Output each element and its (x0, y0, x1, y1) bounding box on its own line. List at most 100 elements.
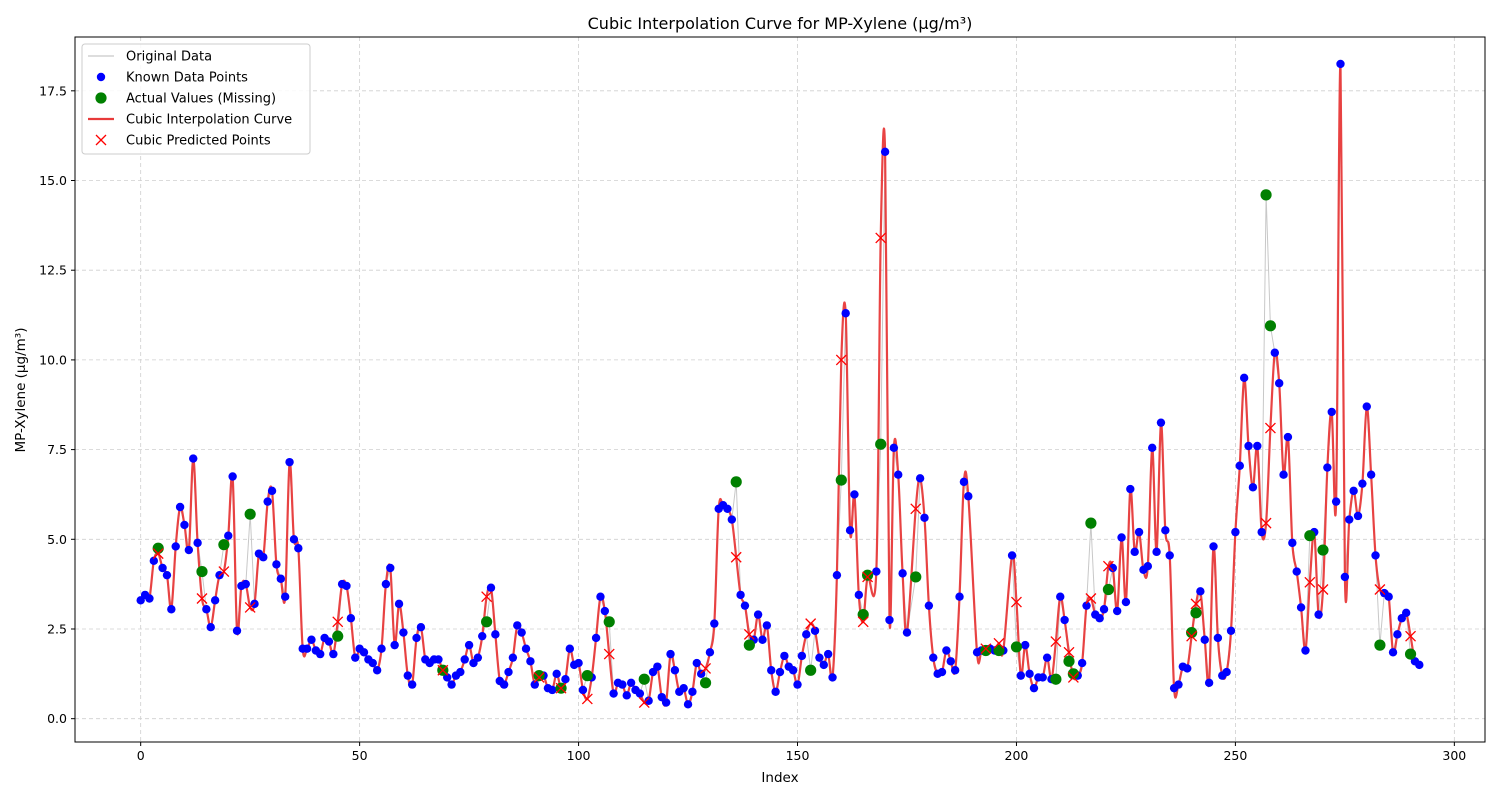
known-data-point (302, 644, 312, 653)
known-data-point (1016, 671, 1026, 680)
known-data-point (696, 669, 706, 679)
known-data-point (797, 651, 807, 661)
known-data-point (316, 649, 325, 659)
known-data-point (259, 553, 268, 562)
known-data-point (324, 637, 334, 646)
known-data-point (1148, 443, 1157, 453)
known-data-point (329, 649, 338, 659)
y-tick-label: 5.0 (47, 532, 67, 547)
known-data-point (775, 667, 785, 677)
known-data-point (202, 605, 211, 614)
actual-missing-point (743, 639, 755, 651)
known-data-point (272, 560, 281, 569)
actual-missing-point (332, 630, 344, 642)
known-data-point (372, 666, 382, 675)
known-data-point (407, 680, 417, 689)
known-data-point (294, 544, 303, 553)
cubic-predicted-point (1050, 636, 1062, 648)
cubic-predicted-point (152, 548, 164, 560)
known-data-point (456, 667, 465, 677)
known-data-point (508, 653, 518, 662)
known-data-point (688, 687, 697, 696)
known-data-point (1196, 587, 1205, 596)
known-data-point (241, 579, 250, 589)
x-tick-label: 300 (1442, 748, 1466, 763)
known-data-point (1099, 605, 1109, 614)
y-axis: 0.0 2.5 5.0 7.5 10.0 12.5 15.0 17.5 (39, 83, 75, 726)
known-data-point (1253, 441, 1262, 451)
actual-missing-point (980, 644, 992, 657)
known-data-point (942, 646, 951, 655)
known-data-point (232, 626, 242, 635)
x-tick-label: 100 (567, 748, 591, 763)
known-data-point (351, 653, 360, 662)
known-data-point (1388, 648, 1398, 657)
y-tick-label: 0.0 (47, 711, 67, 726)
known-data-point (600, 606, 610, 616)
known-data-point (342, 581, 351, 591)
known-data-point (885, 615, 894, 625)
actual-missing-point (730, 476, 742, 488)
known-data-point (902, 628, 912, 637)
actual-missing-point (1190, 607, 1202, 619)
known-data-point (1292, 567, 1301, 576)
actual-missing-point (1186, 626, 1198, 639)
known-data-point (1288, 538, 1297, 548)
known-data-point (390, 640, 399, 650)
known-data-point (1415, 660, 1424, 670)
cubic-predicted-point (1405, 630, 1417, 642)
known-data-point (1200, 635, 1209, 644)
known-data-point (753, 610, 763, 619)
known-data-point (171, 542, 180, 551)
known-data-point (1077, 658, 1087, 668)
known-data-point (758, 635, 767, 644)
actual-missing-point (910, 571, 922, 583)
legend-label: Cubic Interpolation Curve (126, 113, 292, 128)
cubic-predicted-point (805, 618, 817, 630)
actual-missing-point (699, 677, 712, 689)
known-data-point (692, 658, 702, 668)
cubic-predicted-point (875, 232, 887, 244)
known-data-point (880, 147, 890, 157)
known-data-point (723, 504, 732, 513)
known-data-point (710, 619, 719, 628)
legend-label: Known Data Points (126, 71, 248, 86)
plot-frame (74, 36, 1486, 743)
known-data-point (574, 658, 583, 668)
legend-box (81, 43, 311, 155)
known-data-point (683, 700, 693, 709)
known-data-point (705, 648, 715, 657)
y-tick-label: 7.5 (47, 442, 67, 457)
known-data-point (1301, 646, 1310, 655)
known-data-point (780, 651, 789, 661)
known-data-point (727, 515, 737, 524)
known-data-point (210, 596, 220, 605)
known-data-point (618, 680, 627, 689)
known-data-point (920, 513, 929, 522)
known-data-point (491, 630, 500, 639)
x-tick-label: 250 (1223, 748, 1247, 763)
actual-missing-point (861, 569, 874, 581)
known-data-point (167, 605, 176, 614)
known-data-point (1007, 551, 1017, 560)
actual-missing-point (244, 508, 256, 520)
known-data-point (828, 673, 837, 682)
known-data-point (263, 497, 272, 506)
known-data-point (1060, 615, 1069, 625)
actual-missing-point (993, 644, 1005, 657)
y-tick-label: 10.0 (39, 352, 67, 367)
cubic-predicted-point (1186, 630, 1198, 642)
known-data-point (280, 592, 290, 601)
known-data-point (478, 631, 487, 641)
known-data-point (815, 653, 824, 662)
known-data-point (1327, 407, 1336, 417)
known-data-point (1025, 669, 1034, 679)
known-data-point (1021, 640, 1030, 650)
known-data-point (1042, 653, 1052, 662)
cubic-predicted-point (730, 551, 742, 563)
x-axis: 0 50 100 150 200 250 300 (137, 742, 1466, 763)
known-data-point (346, 614, 356, 623)
cubic-predicted-point (1374, 584, 1386, 595)
actual-missing-point (603, 616, 615, 628)
cubic-predicted-point (743, 628, 755, 640)
